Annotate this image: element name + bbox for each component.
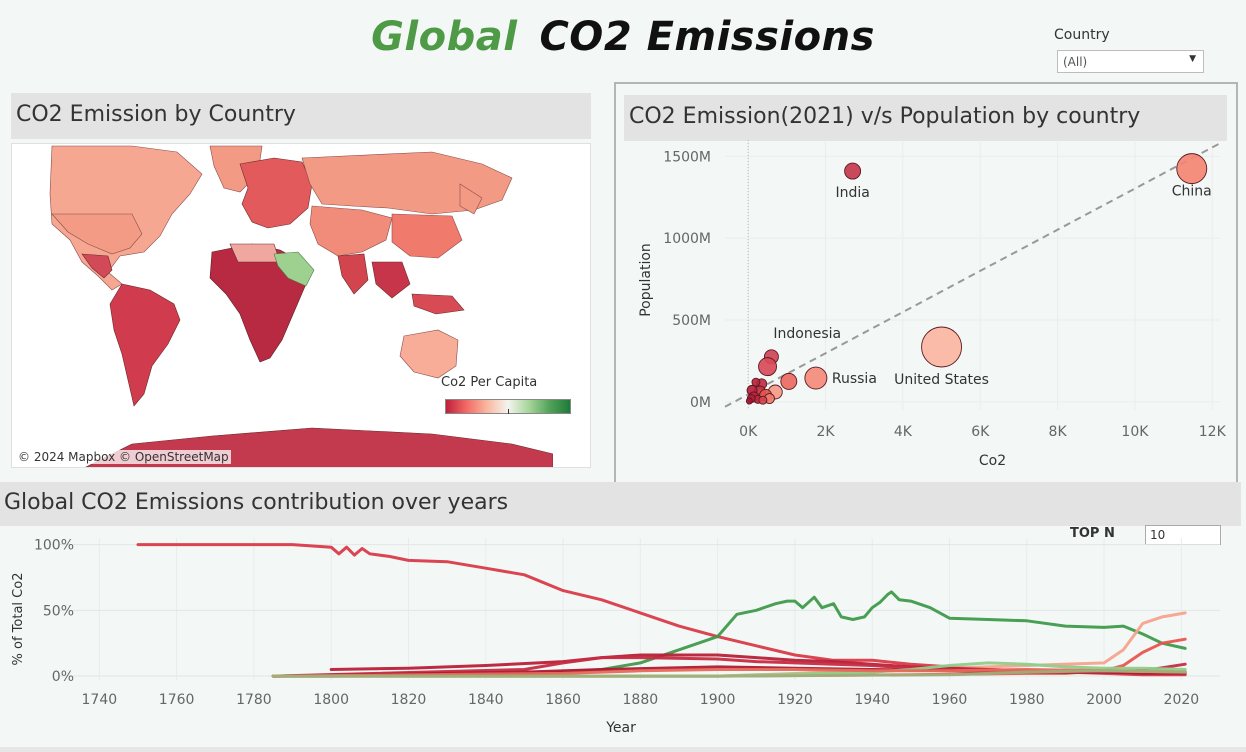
- scatter-point: [758, 357, 777, 377]
- trend-line: [724, 142, 1221, 408]
- x-tick-label: 12K: [1199, 424, 1227, 440]
- x-tick-label: 1900: [700, 692, 736, 708]
- series-line: [271, 661, 1187, 678]
- point-label: Indonesia: [773, 326, 841, 342]
- scatter-panel-title: CO2 Emission(2021) v/s Population by cou…: [624, 95, 1227, 141]
- x-tick-label: 1980: [1009, 692, 1045, 708]
- x-tick-label: 1920: [777, 692, 813, 708]
- dashboard-title: Global CO2 Emissions: [0, 14, 1246, 60]
- y-axis-title: Population: [638, 243, 654, 317]
- scatter-chart[interactable]: 0K 2K 4K 6K 8K 10K 12K 0M 500M 1000M 1500M China Uni…: [620, 140, 1232, 480]
- scatter-point: [921, 326, 963, 368]
- line-chart[interactable]: 1740 1760 1780 1800 1820 1840 1860 1880 1900 1920…: [0, 530, 1241, 745]
- x-tick-label: 1780: [236, 692, 272, 708]
- y-axis-title: % of Total Co2: [11, 573, 26, 666]
- scatter-point: [804, 366, 828, 390]
- bottom-divider: [0, 747, 1246, 752]
- point-label: United States: [894, 372, 989, 388]
- x-axis-title: Year: [605, 720, 636, 736]
- x-tick-label: 6K: [971, 424, 990, 440]
- x-tick-label: 2K: [817, 424, 836, 440]
- x-tick-label: 0K: [739, 424, 758, 440]
- scatter-point: [780, 372, 798, 390]
- x-tick-label: 1880: [623, 692, 659, 708]
- scatter-point: [745, 397, 753, 405]
- x-tick-label: 1840: [468, 692, 504, 708]
- point-label: Russia: [832, 371, 877, 387]
- legend-title: Co2 Per Capita: [441, 375, 538, 390]
- country-filter-dropdown[interactable]: (All) ▼: [1057, 50, 1204, 73]
- map-panel-title: CO2 Emission by Country: [11, 93, 591, 139]
- scatter-point: [751, 377, 761, 387]
- y-tick-label: 500M: [672, 313, 711, 329]
- x-tick-label: 8K: [1049, 424, 1068, 440]
- legend-tick: [508, 409, 509, 414]
- y-tick-label: 1500M: [663, 149, 711, 165]
- x-tick-label: 1860: [545, 692, 581, 708]
- x-tick-label: 10K: [1121, 424, 1149, 440]
- title-co2-emissions: CO2 Emissions: [539, 14, 875, 60]
- x-tick-label: 1740: [82, 692, 118, 708]
- x-tick-label: 1820: [391, 692, 427, 708]
- point-label: India: [835, 185, 869, 201]
- line-panel-title: Global CO2 Emissions contribution over y…: [0, 482, 1241, 526]
- world-map[interactable]: [11, 143, 591, 468]
- series-line: [271, 590, 1187, 678]
- x-tick-label: 1800: [313, 692, 349, 708]
- x-tick-label: 1960: [932, 692, 968, 708]
- scatter-point: [1176, 153, 1208, 185]
- y-tick-label: 50%: [43, 603, 74, 619]
- x-tick-label: 2020: [1164, 692, 1200, 708]
- series-line: [271, 669, 1187, 678]
- scatter-point: [758, 395, 768, 405]
- x-tick-label: 2000: [1086, 692, 1122, 708]
- chevron-down-icon[interactable]: ▼: [1189, 54, 1196, 64]
- country-filter-label: Country: [1054, 27, 1110, 43]
- x-tick-label: 1940: [854, 692, 890, 708]
- map-attribution[interactable]: © 2024 Mapbox © OpenStreetMap: [16, 450, 231, 464]
- y-tick-label: 1000M: [663, 231, 711, 247]
- country-filter-value: (All): [1063, 55, 1088, 69]
- y-tick-label: 0M: [690, 395, 711, 411]
- title-global: Global: [371, 14, 518, 60]
- world-map-graphic[interactable]: [12, 144, 591, 468]
- scatter-point: [844, 162, 862, 180]
- y-tick-label: 0%: [52, 669, 74, 685]
- topn-label: TOP N: [1070, 526, 1115, 541]
- point-label: China: [1172, 184, 1212, 200]
- x-axis-title: Co2: [979, 453, 1006, 469]
- y-tick-label: 100%: [34, 538, 74, 554]
- x-tick-label: 1760: [159, 692, 195, 708]
- x-tick-label: 4K: [894, 424, 913, 440]
